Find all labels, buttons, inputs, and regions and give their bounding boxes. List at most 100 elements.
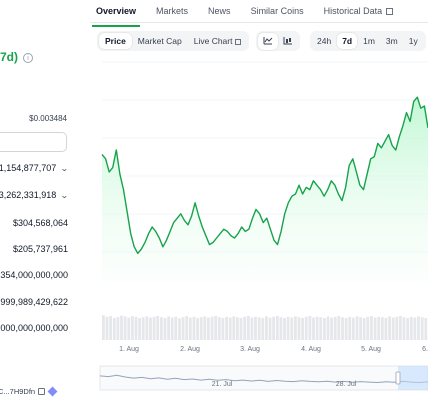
volume-bar	[141, 317, 145, 340]
volume-bar	[228, 317, 232, 340]
volume-bar	[308, 316, 312, 340]
volume-bar	[377, 316, 381, 340]
coin-tabs: Overview Markets News Similar Coins Hist…	[91, 0, 413, 27]
volume-bar	[203, 316, 207, 340]
info-icon[interactable]: i	[23, 53, 33, 63]
stat-circulating-supply: 354,000,000,000	[0, 270, 68, 280]
volume-bar	[138, 318, 141, 340]
x-tick-label: 6.	[422, 346, 428, 353]
line-chart-button[interactable]	[258, 32, 278, 50]
stat-max-supply-value: 000,000,000,000	[0, 323, 68, 333]
volume-bar	[210, 316, 214, 340]
volume-bar	[149, 317, 152, 340]
volume-bar	[337, 316, 341, 340]
range-3m-button[interactable]: 3m	[385, 36, 398, 46]
stat-volume-value: $304,568,064	[12, 218, 68, 228]
external-link-icon	[235, 39, 242, 45]
volume-bar	[167, 316, 170, 340]
range-high-value: $0.003484	[29, 114, 67, 123]
candlestick-button[interactable]	[278, 33, 298, 50]
volume-bar	[341, 317, 344, 340]
volume-bar	[185, 316, 189, 340]
volume-bar	[297, 317, 301, 340]
volume-bar	[275, 316, 279, 340]
navigator-track	[99, 365, 428, 391]
volume-bar	[395, 316, 399, 340]
price-button[interactable]: Price	[99, 33, 132, 49]
volume-bars	[102, 315, 428, 340]
volume-bar	[301, 318, 304, 340]
navigator-selection	[398, 366, 428, 390]
x-tick-label: 2. Aug	[180, 346, 200, 353]
navigator[interactable]: 21. Jul 28. Jul	[99, 365, 428, 391]
price-change-row: 7d) i	[0, 50, 33, 64]
price-area	[102, 97, 428, 282]
volume-bar	[170, 317, 174, 340]
volume-bar	[181, 317, 185, 340]
volume-bar	[326, 316, 330, 340]
volume-bar	[246, 316, 250, 340]
volume-bar	[131, 316, 134, 340]
volume-bar	[366, 316, 370, 340]
range-24h-button[interactable]: 24h	[317, 36, 332, 46]
volume-bar	[406, 318, 410, 340]
tab-markets[interactable]: Markets	[156, 6, 189, 16]
range-7d-button[interactable]: 7d	[337, 33, 358, 49]
range-1y-button[interactable]: 1y	[408, 36, 418, 46]
chevron-down-icon[interactable]: ⌄	[60, 191, 70, 200]
volume-bar	[261, 318, 265, 340]
navigator-line	[99, 374, 428, 384]
contract-address: C...7H9Dfn	[0, 386, 58, 397]
volume-bar	[178, 318, 181, 340]
volume-bar	[283, 318, 286, 340]
coin-stats-panel: 7d)i $0.003484 $1,154,877,707⌄ 3,262,331…	[0, 0, 82, 400]
tab-similar-coins[interactable]: Similar Coins	[250, 6, 304, 16]
tab-overview[interactable]: Overview	[91, 0, 141, 27]
live-chart-label: Live Chart	[193, 36, 233, 46]
volume-bar	[294, 316, 297, 340]
volume-bar	[268, 317, 272, 340]
volume-bar	[109, 316, 112, 340]
stat-fdv: 3,262,331,918 ⌄	[0, 190, 70, 200]
price-change-percent: 7d)	[0, 50, 18, 64]
x-tick-label: 3. Aug	[240, 346, 260, 353]
chart-view-selector	[256, 31, 300, 51]
range-bar	[0, 132, 67, 152]
live-chart-button[interactable]: Live Chart	[188, 33, 248, 49]
external-link-icon	[386, 8, 394, 15]
volume-bar	[174, 316, 178, 340]
volume-bar	[163, 318, 167, 340]
volume-bar	[384, 318, 388, 340]
time-range-selector: 24h 7d 1m 3m 1y	[310, 31, 426, 51]
stat-volume: $304,568,064	[13, 218, 68, 228]
volume-bar	[196, 318, 199, 340]
volume-bar	[156, 316, 160, 340]
tab-news[interactable]: News	[208, 6, 231, 16]
volume-bar	[304, 316, 308, 340]
volume-bar	[417, 316, 420, 340]
range-1m-button[interactable]: 1m	[363, 36, 375, 46]
volume-bar	[399, 316, 402, 340]
tab-historical-data[interactable]: Historical Data	[324, 0, 394, 22]
chevron-down-icon[interactable]: ⌄	[60, 164, 70, 173]
volume-bar	[188, 317, 192, 340]
volume-bar	[344, 318, 348, 340]
x-tick-label: 4. Aug	[301, 346, 321, 353]
copy-icon[interactable]	[38, 388, 46, 395]
volume-bar	[319, 317, 323, 340]
market-cap-button[interactable]: Market Cap	[137, 36, 182, 46]
volume-bar	[243, 316, 247, 340]
x-tick-label: 1. Aug	[119, 346, 139, 353]
volume-bar	[152, 316, 156, 340]
volume-bar	[250, 317, 254, 340]
x-tick-label: 5. Aug	[361, 346, 381, 353]
contract-address-text: C...7H9Dfn	[0, 387, 36, 396]
navigator-tick-label: 28. Jul	[336, 381, 357, 388]
volume-bar	[236, 317, 239, 340]
volume-bar	[333, 316, 337, 340]
stat-total-supply-value: 999,989,429,622	[0, 297, 68, 307]
volume-bar	[192, 316, 196, 340]
volume-bar	[286, 316, 290, 340]
volume-bar	[127, 317, 131, 340]
